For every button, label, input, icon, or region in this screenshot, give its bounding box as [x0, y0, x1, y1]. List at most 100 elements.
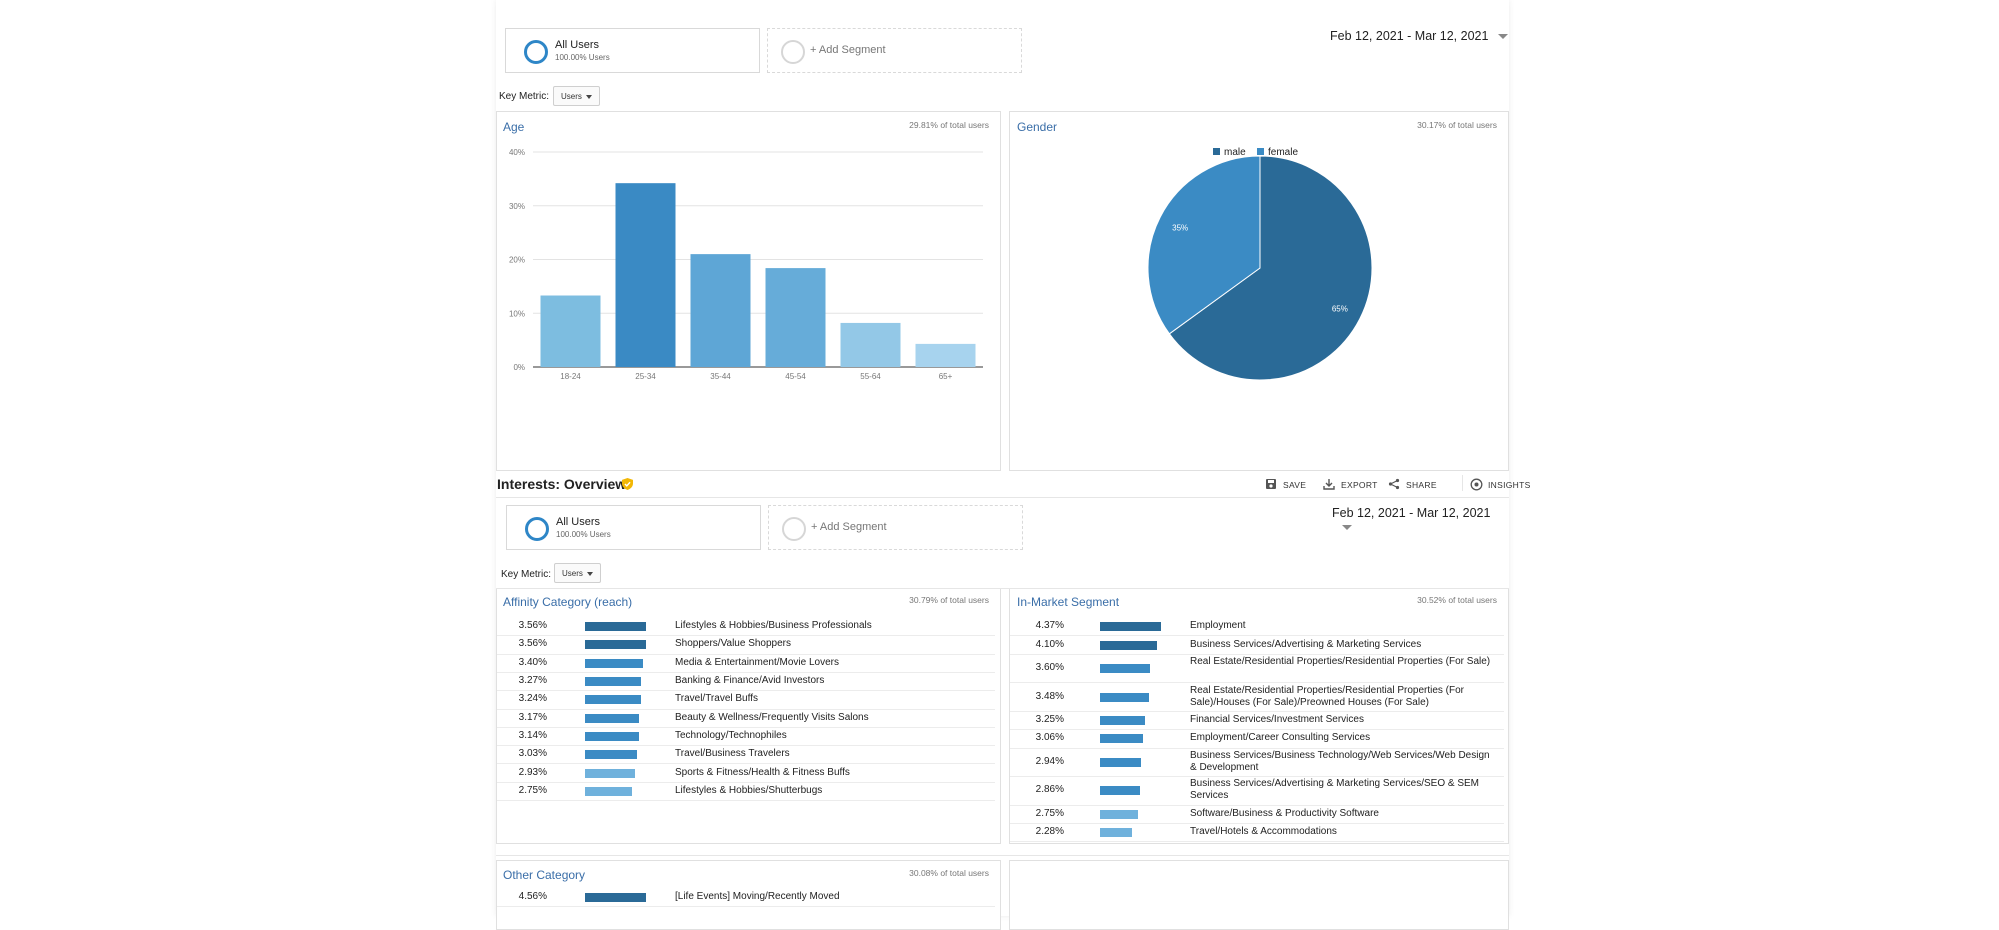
row-percent: 3.25% [1035, 714, 1064, 725]
segment-all-users[interactable]: All Users 100.00% Users [505, 28, 760, 73]
row-divider [497, 635, 995, 637]
segment-all-users-2[interactable]: All Users 100.00% Users [506, 505, 761, 550]
row-percent: 3.06% [1035, 732, 1064, 744]
row-label[interactable]: Business Services/Advertising & Marketin… [1190, 778, 1479, 802]
row-percent: 3.03% [518, 748, 547, 760]
row-label[interactable]: Banking & Finance/Avid Investors [675, 675, 825, 687]
demographics-report: All Users 100.00% Users + Add Segment Fe… [496, 0, 1530, 930]
row-label[interactable]: Business Services/Advertising & Marketin… [1190, 638, 1422, 650]
row-percent: 3.24% [518, 693, 547, 705]
row-divider [1010, 653, 1504, 655]
row-label[interactable]: Travel/Travel Buffs [675, 693, 758, 705]
gender-pie-chart: male female 65% 35% [1147, 147, 1373, 381]
row-divider [497, 763, 995, 765]
row-label[interactable]: Financial Services/Investment Services [1190, 714, 1364, 725]
inmarket-total: 30.52% of total users [1417, 595, 1497, 605]
x-tick-label: 25-34 [635, 372, 656, 381]
row-bar [1100, 828, 1132, 838]
tables-top-divider [496, 588, 1509, 589]
y-tick-label: 0% [513, 363, 525, 372]
y-tick-label: 20% [509, 256, 525, 265]
y-tick-label: 30% [509, 202, 525, 211]
row-label[interactable]: Travel/Business Travelers [675, 748, 790, 760]
dropdown-arrow-icon [587, 572, 593, 576]
key-metric-select-2[interactable]: Users [554, 563, 601, 583]
insights-icon [1470, 478, 1483, 491]
row-divider [497, 653, 995, 655]
age-bar-65+[interactable] [915, 343, 976, 367]
insights-button[interactable]: INSIGHTS [1470, 478, 1531, 491]
row-divider [1010, 635, 1504, 637]
gender-panel: Gender 30.17% of total users male female 6… [1009, 111, 1509, 471]
row-label[interactable]: Sports & Fitness/Health & Fitness Buffs [675, 766, 850, 778]
row-divider [1010, 776, 1504, 778]
row-divider [1010, 729, 1504, 731]
row-percent: 4.37% [1035, 620, 1064, 632]
row-divider [1010, 710, 1504, 712]
date-range-picker-2[interactable]: Feb 12, 2021 - Mar 12, 2021 [1332, 506, 1509, 534]
row-bar [1100, 640, 1158, 650]
row-label[interactable]: Lifestyles & Hobbies/Business Profession… [675, 620, 872, 632]
row-divider [1010, 823, 1504, 824]
pie-slice-female[interactable] [1147, 155, 1261, 335]
date-range-picker[interactable]: Feb 12, 2021 - Mar 12, 2021 [1330, 29, 1509, 43]
segment-sub: 100.00% Users [555, 53, 610, 62]
row-label[interactable]: Technology/Technophiles [675, 729, 787, 741]
key-metric-value: Users [561, 92, 582, 101]
other-panel: Other Category 30.08% of total users 4.5… [496, 860, 1001, 930]
row-bar [585, 640, 646, 650]
age-bar-35-44[interactable] [690, 254, 751, 367]
row-percent: 2.86% [1035, 784, 1064, 796]
share-button[interactable]: SHARE [1388, 478, 1437, 490]
row-label[interactable]: Business Services/Business Technology/We… [1190, 749, 1490, 773]
row-label[interactable]: Lifestyles & Hobbies/Shutterbugs [675, 784, 823, 796]
row-bar [1100, 757, 1142, 767]
row-divider [497, 690, 995, 692]
other-total: 30.08% of total users [909, 868, 989, 878]
inmarket-panel: In-Market Segment 30.52% of total users … [1009, 589, 1509, 844]
row-bar [585, 622, 646, 632]
age-title: Age [503, 120, 525, 134]
row-label[interactable]: [Life Events] Moving/Recently Moved [675, 891, 840, 902]
row-divider [497, 726, 995, 728]
row-label[interactable]: Software/Business & Productivity Softwar… [1190, 807, 1379, 819]
row-label[interactable]: Beauty & Wellness/Frequently Visits Salo… [675, 711, 869, 723]
add-segment-ring-icon [781, 40, 805, 64]
row-percent: 2.28% [1035, 826, 1064, 838]
age-bar-18-24[interactable] [540, 295, 601, 367]
row-label[interactable]: Employment [1190, 620, 1246, 632]
affinity-panel: Affinity Category (reach) 30.79% of tota… [496, 589, 1001, 844]
chevron-down-icon [1342, 525, 1352, 531]
export-icon [1323, 479, 1335, 490]
age-bar-45-54[interactable] [765, 268, 826, 367]
row-bar [585, 695, 641, 705]
row-label[interactable]: Media & Entertainment/Movie Lovers [675, 656, 839, 668]
row-percent: 3.56% [518, 620, 547, 632]
share-label: SHARE [1406, 480, 1437, 490]
row-bar [1100, 692, 1149, 702]
age-bar-55-64[interactable] [840, 322, 901, 367]
legend-label-female: female [1268, 147, 1298, 158]
row-bar [585, 768, 636, 778]
row-bar [1100, 716, 1146, 725]
row-label[interactable]: Employment/Career Consulting Services [1190, 732, 1371, 744]
row-label[interactable]: Real Estate/Residential Properties/Resid… [1190, 684, 1465, 708]
row-bar [585, 786, 633, 796]
row-label[interactable]: Travel/Hotels & Accommodations [1190, 826, 1337, 838]
legend-swatch-female [1257, 148, 1264, 155]
save-button[interactable]: SAVE [1266, 479, 1306, 490]
row-label[interactable]: Shoppers/Value Shoppers [675, 638, 792, 650]
row-label[interactable]: Real Estate/Residential Properties/Resid… [1190, 656, 1491, 668]
age-bar-25-34[interactable] [615, 183, 676, 367]
segment-ring-icon [525, 517, 549, 541]
pie-slice-male[interactable] [1168, 155, 1373, 381]
key-metric-select[interactable]: Users [553, 86, 600, 106]
age-total: 29.81% of total users [909, 120, 989, 130]
add-segment-button[interactable]: + Add Segment [767, 28, 1022, 73]
export-button[interactable]: EXPORT [1323, 479, 1378, 490]
row-percent: 3.27% [518, 675, 547, 687]
x-tick-label: 35-44 [710, 372, 731, 381]
segment-ring-icon [524, 40, 548, 64]
row-percent: 2.93% [518, 766, 547, 778]
add-segment-button-2[interactable]: + Add Segment [768, 505, 1023, 550]
